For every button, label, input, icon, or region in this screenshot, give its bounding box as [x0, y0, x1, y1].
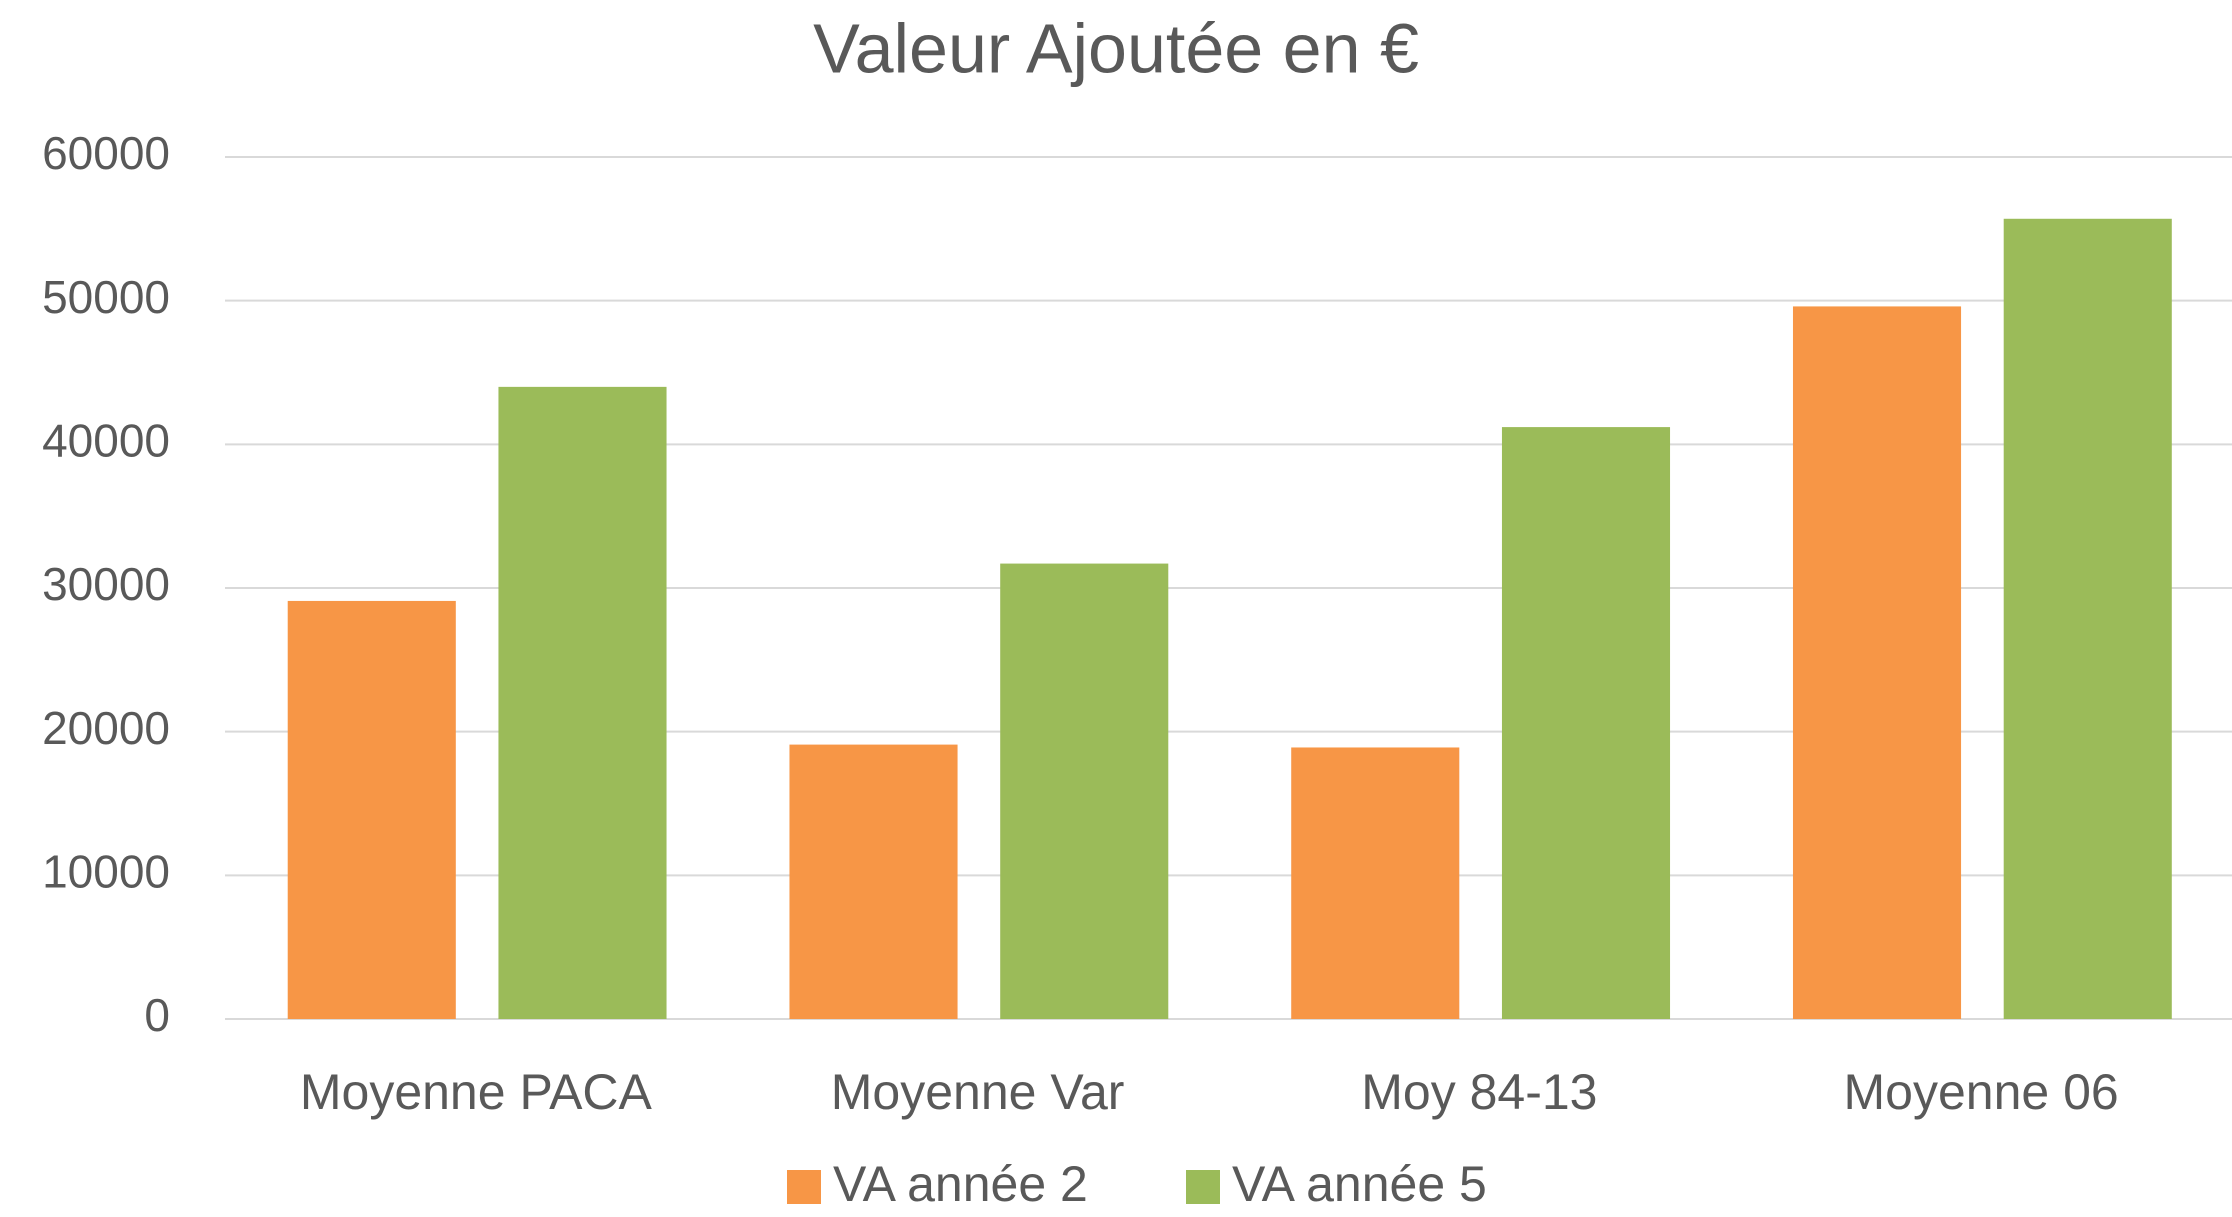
- y-tick-label: 30000: [42, 558, 170, 610]
- bar: [287, 600, 456, 1019]
- x-tick-label: Moyenne 06: [1844, 1064, 2119, 1120]
- legend-swatch: [787, 1170, 821, 1204]
- bar: [2003, 218, 2172, 1019]
- legend-label: VA année 2: [833, 1156, 1088, 1212]
- bar: [498, 386, 667, 1019]
- y-tick-label: 40000: [42, 414, 170, 466]
- y-tick-label: 0: [144, 989, 170, 1041]
- x-tick-label: Moy 84-13: [1361, 1064, 1597, 1120]
- legend-swatch: [1186, 1170, 1220, 1204]
- bar: [1792, 306, 1962, 1019]
- bar: [789, 744, 958, 1019]
- y-tick-label: 10000: [42, 845, 170, 897]
- y-tick-label: 60000: [42, 127, 170, 179]
- y-tick-label: 20000: [42, 702, 170, 754]
- x-tick-label: Moyenne Var: [831, 1064, 1125, 1120]
- chart-title: Valeur Ajoutée en €: [813, 9, 1419, 87]
- x-tick-label: Moyenne PACA: [300, 1064, 653, 1120]
- y-tick-label: 50000: [42, 271, 170, 323]
- legend-label: VA année 5: [1232, 1156, 1487, 1212]
- bar: [1501, 427, 1671, 1019]
- bar: [1291, 747, 1460, 1019]
- bar: [1000, 563, 1169, 1019]
